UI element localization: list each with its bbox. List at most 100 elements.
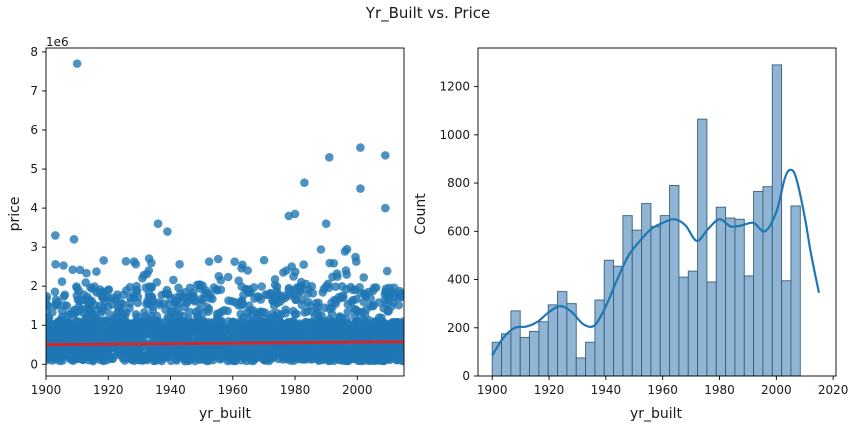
scatter-point bbox=[287, 262, 297, 271]
scatter-point bbox=[256, 317, 265, 326]
scatter-point bbox=[131, 310, 141, 319]
scatter-point bbox=[154, 298, 164, 307]
scatter-point bbox=[73, 295, 83, 304]
scatter-point bbox=[364, 315, 374, 325]
histogram-bar bbox=[659, 215, 671, 377]
y-offset-label: 1e6 bbox=[46, 35, 69, 49]
scatter-subplot: 1900 1920 1940 1960 1980 2000 0 1 2 3 4 5 6 7 8 1e6 yr… bbox=[7, 35, 405, 422]
scatter-point bbox=[370, 326, 380, 336]
scatter-point bbox=[175, 260, 184, 269]
scatter-point bbox=[308, 354, 318, 364]
scatter-point bbox=[134, 334, 143, 343]
scatter-point bbox=[57, 277, 67, 286]
scatter-point bbox=[113, 308, 122, 317]
scatter-point bbox=[263, 290, 272, 300]
histogram-bar bbox=[725, 217, 736, 377]
scatter-point bbox=[208, 345, 217, 354]
scatter-point bbox=[380, 346, 389, 355]
scatter-point bbox=[260, 308, 270, 317]
scatter-point bbox=[121, 351, 130, 361]
scatter-point bbox=[191, 307, 201, 317]
scatter-point bbox=[121, 257, 131, 266]
scatter-point bbox=[298, 355, 307, 364]
scatter-point bbox=[237, 282, 246, 292]
scatter-point bbox=[213, 254, 223, 264]
scatter-point bbox=[343, 300, 353, 309]
scatter-point bbox=[351, 252, 360, 262]
y-tick-label: 7 bbox=[30, 84, 38, 98]
histogram-bar bbox=[678, 276, 689, 377]
histogram-bar bbox=[529, 330, 540, 377]
scatter-point bbox=[311, 324, 320, 333]
histogram-axes: 1900 1920 1940 1960 1980 2000 2020 0 200 400 600 80… bbox=[439, 47, 849, 397]
scatter-point bbox=[270, 317, 280, 327]
scatter-point bbox=[60, 301, 69, 310]
scatter-point bbox=[291, 295, 301, 305]
scatter-point bbox=[238, 260, 247, 270]
scatter-point bbox=[328, 272, 337, 282]
scatter-point bbox=[290, 309, 300, 319]
scatter-point bbox=[162, 285, 172, 295]
scatter-point bbox=[323, 279, 333, 289]
scatter-point bbox=[70, 351, 79, 360]
histogram-bar bbox=[603, 259, 615, 377]
scatter-point bbox=[92, 267, 101, 276]
scatter-point bbox=[195, 280, 204, 290]
scatter-point bbox=[196, 294, 206, 304]
scatter-point bbox=[360, 289, 370, 299]
scatter-point bbox=[287, 346, 297, 356]
scatter-x-axis-label: yr_built bbox=[199, 406, 252, 422]
scatter-point bbox=[289, 272, 298, 281]
scatter-point bbox=[299, 260, 309, 269]
scatter-point bbox=[356, 321, 366, 330]
scatter-point bbox=[250, 294, 259, 303]
scatter-axes: 1900 1920 1940 1960 1980 2000 0 1 2 3 4 5 6 7 8 bbox=[30, 45, 405, 397]
scatter-point bbox=[253, 326, 262, 336]
x-tick-label: 1940 bbox=[155, 383, 186, 397]
scatter-point bbox=[99, 256, 108, 265]
scatter-point bbox=[52, 322, 61, 331]
scatter-point bbox=[247, 319, 256, 329]
scatter-point bbox=[51, 295, 61, 305]
scatter-point bbox=[184, 325, 193, 335]
scatter-point bbox=[331, 282, 340, 292]
scatter-point bbox=[104, 285, 114, 294]
scatter-point bbox=[295, 319, 305, 328]
histogram-bar bbox=[631, 229, 643, 377]
scatter-point bbox=[326, 349, 336, 359]
scatter-point bbox=[204, 304, 214, 314]
scatter-point bbox=[290, 209, 300, 219]
scatter-point bbox=[321, 219, 331, 229]
scatter-point bbox=[290, 285, 300, 295]
scatter-point bbox=[359, 273, 369, 282]
scatter-point bbox=[230, 298, 240, 307]
histogram-bar bbox=[753, 191, 764, 377]
y-tick-label: 3 bbox=[30, 240, 38, 254]
histogram-bar bbox=[519, 336, 531, 377]
scatter-point bbox=[90, 348, 99, 358]
scatter-point bbox=[343, 307, 353, 317]
scatter-point bbox=[65, 309, 75, 319]
scatter-point bbox=[377, 331, 387, 341]
histogram-bar bbox=[501, 333, 512, 377]
histogram-bar bbox=[687, 270, 699, 377]
y-tick-label: 1 bbox=[30, 318, 38, 332]
x-tick-label: 2020 bbox=[818, 383, 849, 397]
scatter-point bbox=[61, 321, 70, 331]
scatter-point bbox=[79, 290, 88, 299]
x-tick-label: 1920 bbox=[93, 383, 124, 397]
scatter-point bbox=[272, 282, 282, 292]
histogram-bar bbox=[781, 280, 792, 377]
scatter-point bbox=[332, 325, 342, 335]
scatter-point bbox=[324, 153, 334, 162]
scatter-point bbox=[280, 293, 290, 303]
scatter-point bbox=[205, 326, 214, 335]
scatter-point bbox=[81, 278, 90, 287]
scatter-point bbox=[59, 261, 68, 270]
y-tick-label: 4 bbox=[30, 201, 38, 215]
scatter-point bbox=[75, 265, 85, 275]
scatter-point bbox=[75, 317, 84, 327]
scatter-point bbox=[148, 306, 158, 315]
scatter-point bbox=[319, 348, 329, 358]
regression-line-path bbox=[45, 340, 405, 347]
